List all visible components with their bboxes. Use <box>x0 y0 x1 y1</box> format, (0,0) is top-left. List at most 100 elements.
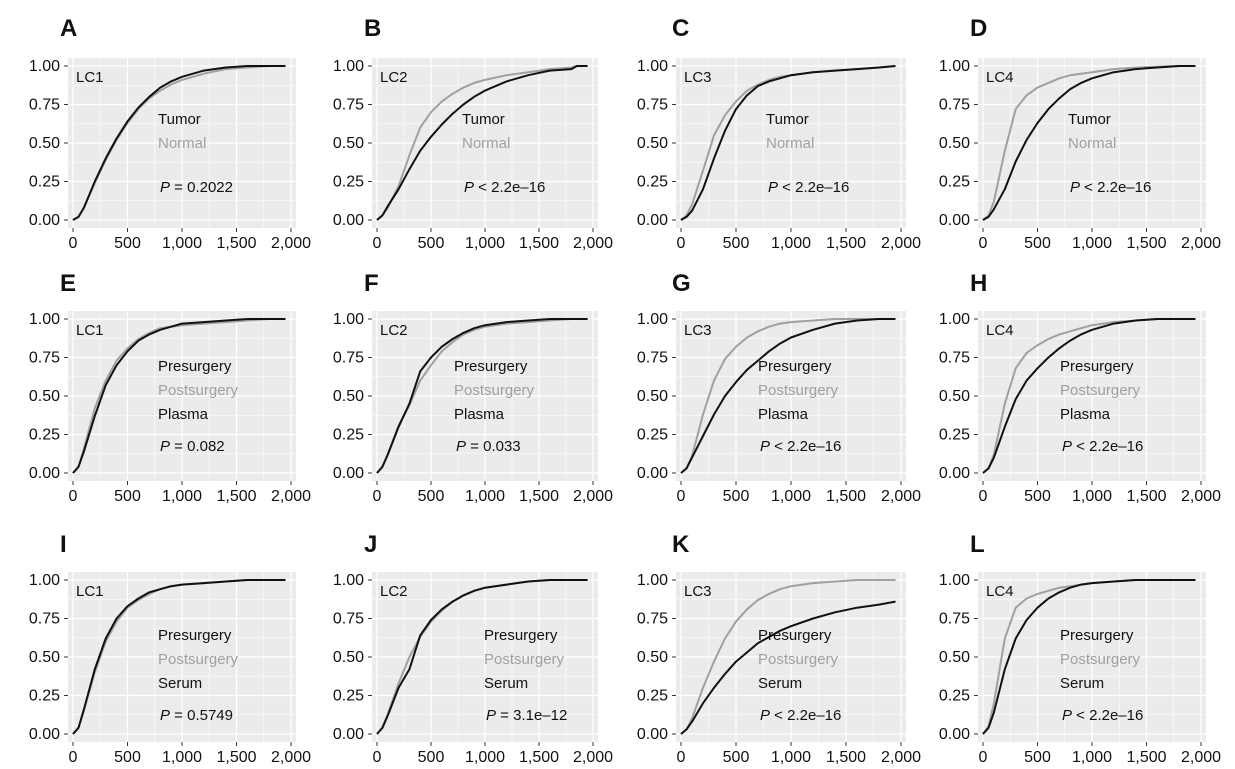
series-line-presurgery <box>376 579 588 735</box>
y-tick-label: 0.50 <box>29 135 60 152</box>
x-tick-label: 500 <box>418 235 445 252</box>
p-symbol: P <box>486 707 496 724</box>
y-tick-label: 0.50 <box>333 649 364 666</box>
p-value: P < 2.2e–16 <box>1062 438 1143 455</box>
y-tick-label: 0.00 <box>939 212 970 229</box>
x-tick-label: 0 <box>979 749 988 766</box>
p-symbol: P <box>1062 707 1072 724</box>
panel-j: J 0 500 1,000 1,500 2,000 0.00 0.25 0.50 0.75 1.00… <box>333 531 613 766</box>
legend-entry: Tumor <box>158 111 201 128</box>
y-tick-label: 0.50 <box>29 649 60 666</box>
panel-b: B 0 500 1,000 1,500 2,000 0.00 0.25 0.50 0.75 1.00… <box>333 15 613 252</box>
x-tick-label: 2,000 <box>573 749 613 766</box>
legend-entry: Presurgery <box>758 627 832 644</box>
panel-g: G 0 500 1,000 1,500 2,000 0.00 0.25 0.50 0.75 1.00… <box>637 270 921 505</box>
inset-label: LC1 <box>76 583 104 600</box>
y-tick-label: 0.50 <box>637 388 668 405</box>
legend-entry: Postsurgery <box>454 382 535 399</box>
inset-label: LC2 <box>380 322 408 339</box>
y-tick-label: 0.50 <box>939 649 970 666</box>
x-tick-label: 500 <box>418 488 445 505</box>
x-tick-label: 1,500 <box>216 749 256 766</box>
y-tick-label: 0.50 <box>637 135 668 152</box>
p-symbol: P <box>456 438 466 455</box>
legend-entry: Postsurgery <box>158 651 239 668</box>
p-symbol: P <box>160 179 170 196</box>
panel-letter: L <box>970 531 985 558</box>
p-symbol: P <box>1062 438 1072 455</box>
series-line-tumor <box>680 65 896 221</box>
y-tick-label: 0.75 <box>637 611 668 628</box>
panel-h: H 0 500 1,000 1,500 2,000 0.00 0.25 0.50 0.75 1.00… <box>939 270 1221 505</box>
x-tick-label: 1,000 <box>465 235 505 252</box>
series-line-presurgery <box>680 318 896 474</box>
x-tick-label: 500 <box>1024 488 1051 505</box>
legend-entry: Plasma <box>1060 406 1111 423</box>
legend-entry: Presurgery <box>1060 358 1134 375</box>
p-value-text: < 2.2e–16 <box>770 438 841 455</box>
y-tick-label: 0.25 <box>939 427 970 444</box>
inset-label: LC4 <box>986 69 1014 86</box>
y-tick-label: 0.25 <box>939 174 970 191</box>
series-line-presurgery <box>72 579 286 735</box>
y-tick-label: 0.25 <box>333 688 364 705</box>
x-tick-label: 1,500 <box>826 749 866 766</box>
x-tick-label: 1,500 <box>1126 235 1166 252</box>
legend-entry: Tumor <box>766 111 809 128</box>
x-tick-label: 500 <box>114 235 141 252</box>
p-value-text: = 0.082 <box>170 438 225 455</box>
x-tick-label: 0 <box>979 235 988 252</box>
x-tick-label: 500 <box>114 749 141 766</box>
p-symbol: P <box>760 438 770 455</box>
y-tick-label: 0.50 <box>637 649 668 666</box>
x-tick-label: 2,000 <box>1181 235 1221 252</box>
y-tick-label: 0.75 <box>333 611 364 628</box>
x-tick-label: 500 <box>723 749 750 766</box>
y-tick-label: 0.25 <box>29 174 60 191</box>
panel-letter: K <box>672 531 690 558</box>
y-tick-label: 0.50 <box>939 135 970 152</box>
panel-l: L 0 500 1,000 1,500 2,000 0.00 0.25 0.50 0.75 1.00… <box>939 531 1221 766</box>
legend-entry: Normal <box>1068 135 1116 152</box>
x-tick-label: 1,000 <box>162 235 202 252</box>
y-tick-label: 0.75 <box>939 350 970 367</box>
p-value-text: < 2.2e–16 <box>778 179 849 196</box>
x-tick-label: 1,500 <box>826 488 866 505</box>
y-tick-label: 1.00 <box>637 311 668 328</box>
inset-label: LC3 <box>684 583 712 600</box>
x-tick-label: 1,500 <box>519 749 559 766</box>
y-tick-label: 0.00 <box>29 212 60 229</box>
series-line-presurgery <box>376 318 588 474</box>
y-tick-label: 0.00 <box>939 465 970 482</box>
x-tick-label: 0 <box>69 488 78 505</box>
panel-letter: F <box>364 270 379 297</box>
p-value: P < 2.2e–16 <box>760 707 841 724</box>
inset-label: LC2 <box>380 583 408 600</box>
y-tick-label: 0.75 <box>29 611 60 628</box>
x-tick-label: 500 <box>1024 235 1051 252</box>
y-tick-label: 0.00 <box>333 212 364 229</box>
panel-letter: J <box>364 531 377 558</box>
x-tick-label: 2,000 <box>573 488 613 505</box>
legend-entry: Presurgery <box>158 358 232 375</box>
y-tick-label: 1.00 <box>637 572 668 589</box>
x-tick-label: 0 <box>677 749 686 766</box>
series-line-presurgery <box>72 318 286 474</box>
legend-entry: Tumor <box>1068 111 1111 128</box>
series-line-normal <box>982 65 1196 221</box>
series-line-postsurgery <box>680 318 896 474</box>
series-line-presurgery <box>680 600 896 735</box>
y-tick-label: 0.25 <box>939 688 970 705</box>
x-tick-label: 0 <box>373 488 382 505</box>
panel-e: E 0 500 1,000 1,500 2,000 0.00 0.25 0.50 0.75 1.00… <box>29 270 311 505</box>
x-tick-label: 1,500 <box>826 235 866 252</box>
p-value-text: = 0.033 <box>466 438 521 455</box>
x-tick-label: 2,000 <box>881 488 921 505</box>
x-tick-label: 1,500 <box>519 488 559 505</box>
panel-letter: E <box>60 270 76 297</box>
x-tick-label: 1,000 <box>1072 749 1112 766</box>
panel-letter: D <box>970 15 987 42</box>
y-tick-label: 0.50 <box>29 388 60 405</box>
legend-entry: Normal <box>158 135 206 152</box>
legend-entry: Serum <box>1060 675 1104 692</box>
